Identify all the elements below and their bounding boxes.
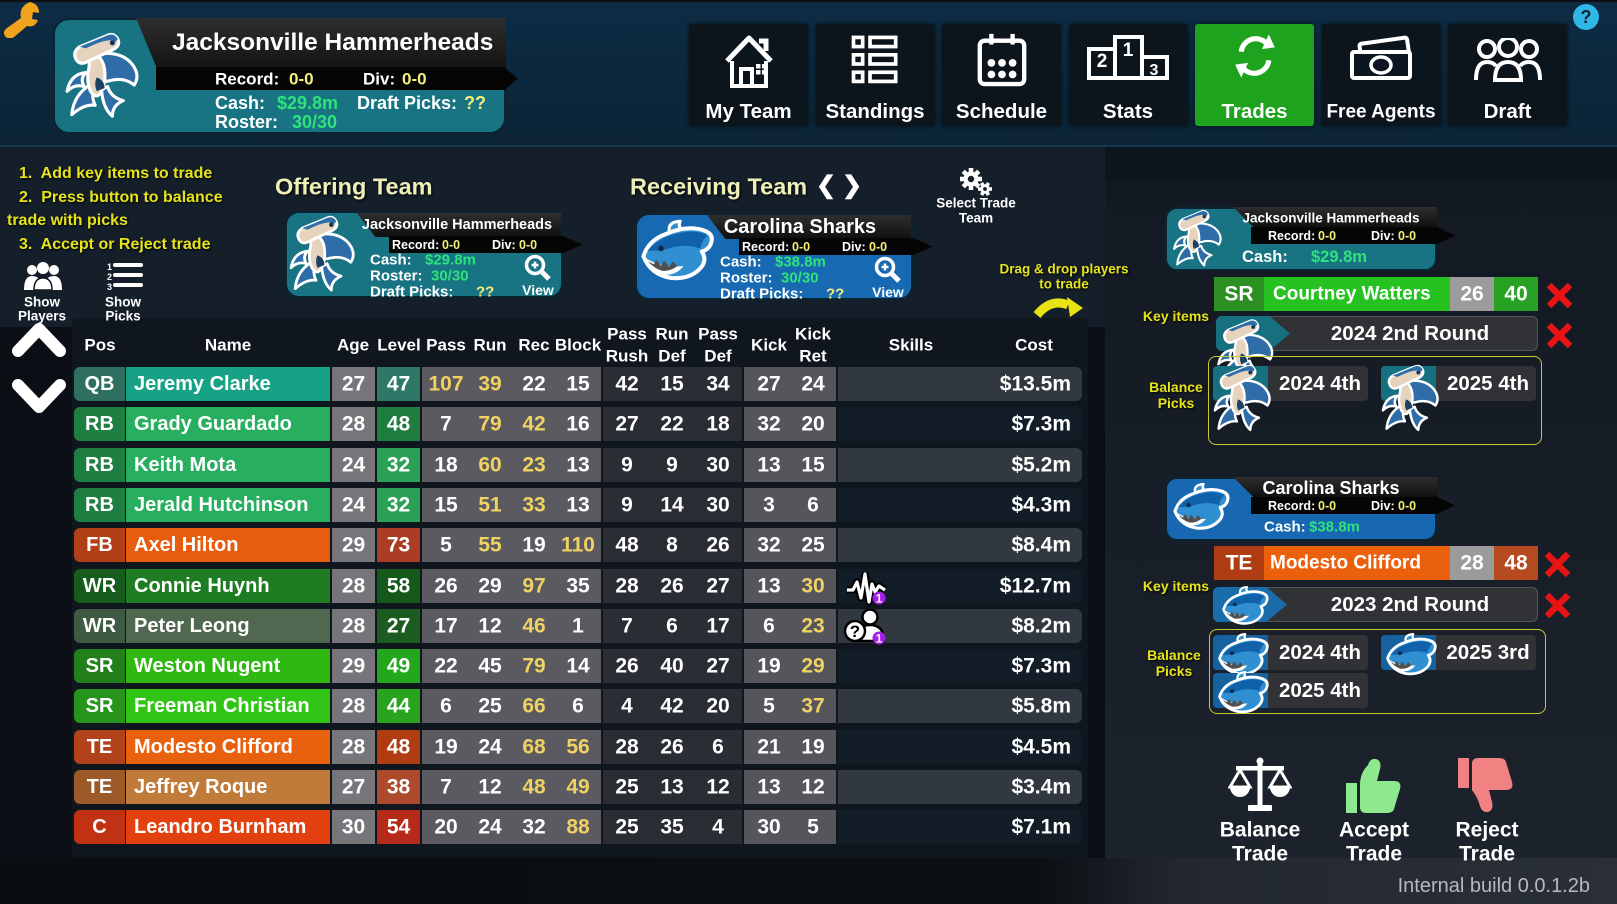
svg-text:1: 1 [876, 591, 883, 605]
svg-text:2: 2 [107, 272, 112, 282]
svg-text:3: 3 [107, 282, 112, 290]
svg-text:1: 1 [1123, 40, 1134, 61]
svg-text:1: 1 [107, 262, 112, 272]
svg-text:3: 3 [1150, 62, 1159, 79]
svg-text:1: 1 [876, 631, 883, 645]
svg-text:2: 2 [1097, 51, 1108, 72]
svg-text:?: ? [850, 622, 860, 641]
